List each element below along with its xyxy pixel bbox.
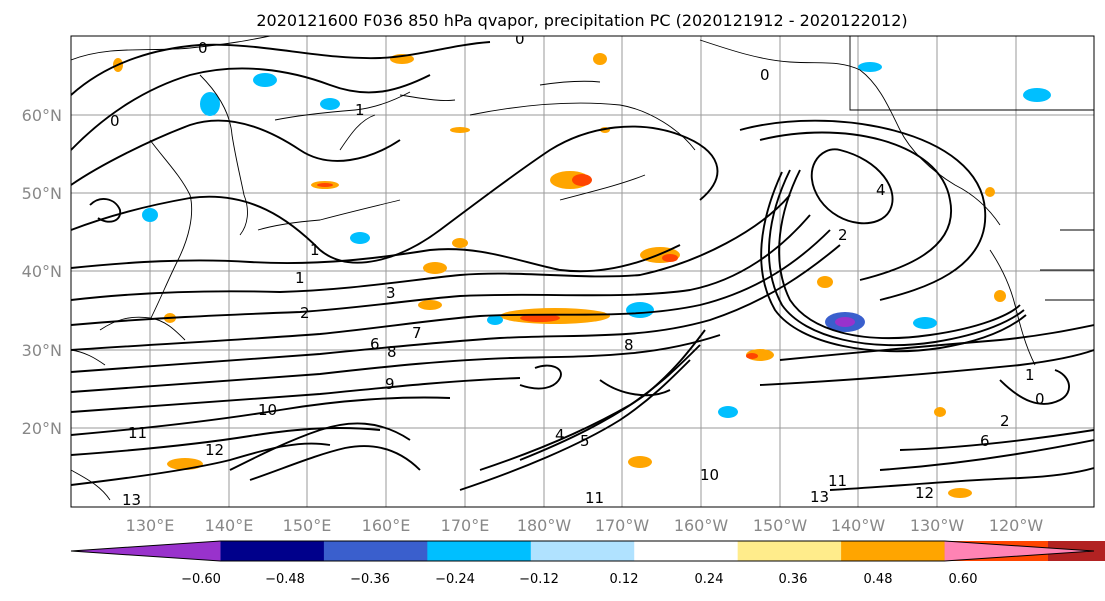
contour-label: 13 — [810, 488, 829, 506]
colorbar-tick-label: −0.48 — [265, 572, 305, 587]
colorbar-segment — [530, 541, 635, 561]
colorbar-extend-max — [944, 541, 1094, 561]
lon-label: 130°E — [126, 516, 175, 535]
colorbar-segment — [427, 541, 532, 561]
contour-label: 2 — [1000, 412, 1010, 430]
contour-label: 11 — [585, 489, 604, 507]
colorbar-tick-label: 0.60 — [949, 572, 978, 587]
contour-label: 3 — [386, 284, 396, 302]
coastlines — [71, 36, 1094, 501]
contour-label: 0 — [198, 39, 208, 57]
colorbar-extend-min — [71, 541, 221, 561]
lon-label: 140°E — [205, 516, 254, 535]
colorbar-segment — [841, 541, 946, 561]
colorbar-segment — [634, 541, 739, 561]
colorbar-tick-label: −0.12 — [519, 572, 559, 587]
colorbar-tick-label: 0.24 — [695, 572, 724, 587]
contour-label: 10 — [700, 466, 719, 484]
colorbar-tick-labels: −0.60 −0.48 −0.36 −0.24 −0.12 0.12 0.24 … — [181, 572, 977, 587]
contour-label: 11 — [128, 424, 147, 442]
contour-label: 12 — [915, 484, 934, 502]
map-panel: 0 0 0 0 1 1 1 2 2 3 4 6 7 8 8 9 10 10 11… — [70, 30, 1095, 509]
contour-label: 6 — [370, 335, 380, 353]
contour-label: 1 — [1025, 366, 1035, 384]
lon-label: 140°W — [831, 516, 886, 535]
map-frame — [70, 35, 1095, 508]
lat-label: 50°N — [22, 184, 62, 203]
colorbar-tick-label: −0.60 — [181, 572, 221, 587]
contour-label: 0 — [760, 66, 770, 84]
colorbar-tick-label: −0.24 — [435, 572, 475, 587]
contour-labels: 0 0 0 0 1 1 1 2 2 3 4 6 7 8 8 9 10 10 11… — [110, 30, 1045, 509]
qvapor-contours — [71, 41, 1094, 491]
lon-label: 180°W — [517, 516, 572, 535]
contour-label: 1 — [295, 269, 305, 287]
contour-label: 0 — [515, 30, 525, 48]
contour-label: 5 — [580, 432, 590, 450]
lon-label: 160°E — [362, 516, 411, 535]
colorbar-segment — [220, 541, 325, 561]
colorbar-segment — [737, 541, 842, 561]
contour-label: 8 — [624, 336, 634, 354]
contour-label: 10 — [258, 401, 277, 419]
lon-label: 160°W — [674, 516, 729, 535]
colorbar-tick-label: 0.12 — [610, 572, 639, 587]
colorbar-tick-label: 0.36 — [779, 572, 808, 587]
contour-label: 11 — [828, 472, 847, 490]
contour-label: 6 — [980, 432, 990, 450]
contour-label: 13 — [122, 491, 141, 509]
lon-label: 120°W — [989, 516, 1044, 535]
colorbar-tick-label: 0.48 — [864, 572, 893, 587]
colorbar-outline — [70, 540, 1095, 562]
lat-label: 30°N — [22, 341, 62, 360]
contour-label: 12 — [205, 441, 224, 459]
lon-label: 170°E — [441, 516, 490, 535]
contour-label: 0 — [110, 112, 120, 130]
chart-title: 2020121600 F036 850 hPa qvapor, precipit… — [256, 11, 907, 30]
latitude-labels: 60°N 50°N 40°N 30°N 20°N — [22, 106, 62, 438]
lat-label: 40°N — [22, 262, 62, 281]
colorbar-tick-label: −0.36 — [350, 572, 390, 587]
lon-label: 130°W — [910, 516, 965, 535]
contour-label: 4 — [876, 181, 886, 199]
colorbar — [70, 540, 1105, 562]
colorbar-segment — [323, 541, 428, 561]
lon-label: 170°W — [595, 516, 650, 535]
lat-label: 60°N — [22, 106, 62, 125]
lat-label: 20°N — [22, 419, 62, 438]
contour-label: 0 — [1035, 390, 1045, 408]
contour-label: 2 — [300, 304, 310, 322]
contour-label: 2 — [838, 226, 848, 244]
lon-label: 150°E — [283, 516, 332, 535]
lon-label: 150°W — [753, 516, 808, 535]
contour-label: 9 — [385, 375, 395, 393]
contour-label: 1 — [355, 101, 365, 119]
contour-label: 1 — [310, 241, 320, 259]
contour-label: 7 — [412, 324, 422, 342]
longitude-labels: 130°E 140°E 150°E 160°E 170°E 180°W 170°… — [126, 516, 1044, 535]
contour-label: 8 — [387, 343, 397, 361]
contour-label: 4 — [555, 426, 565, 444]
